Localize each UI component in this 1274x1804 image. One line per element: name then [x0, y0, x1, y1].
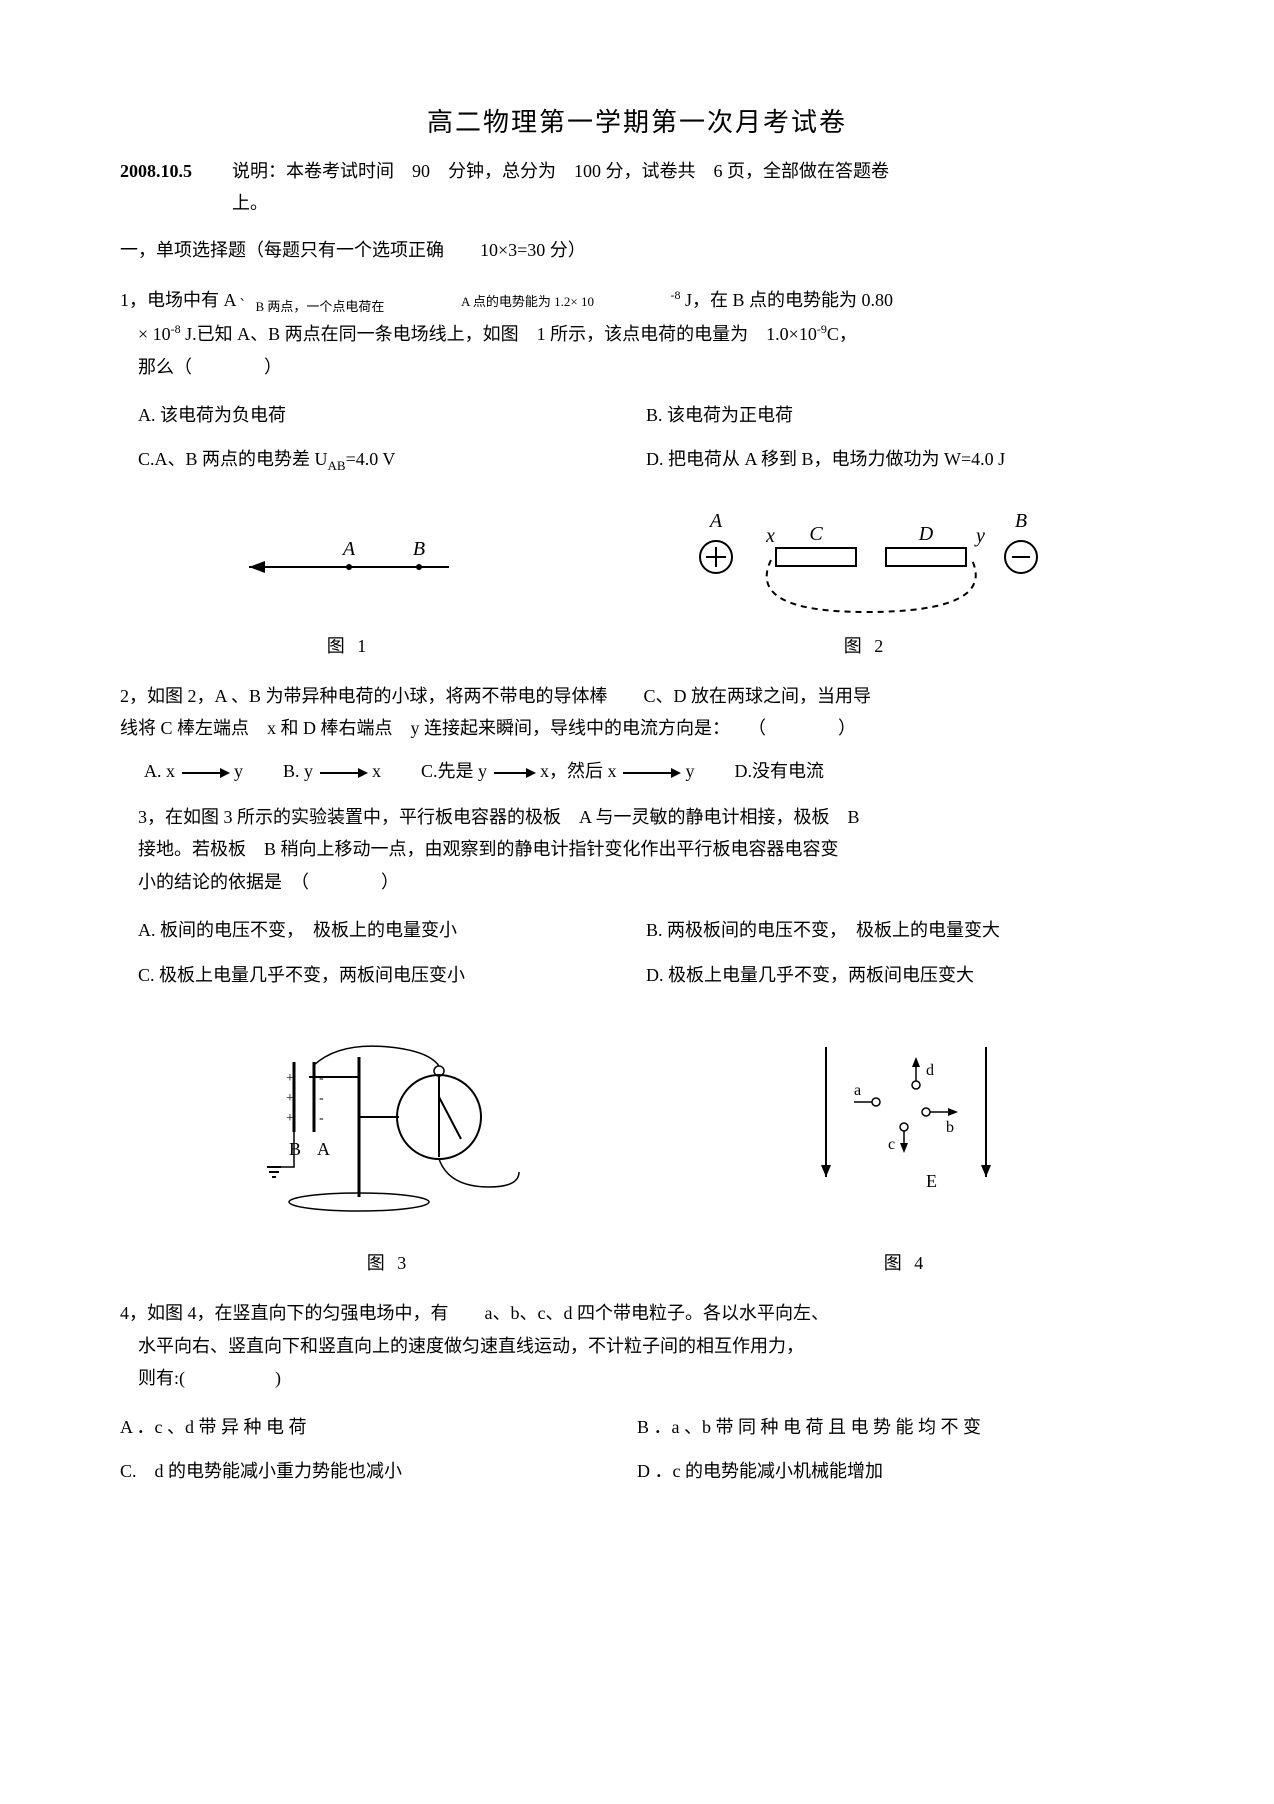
svg-text:-: -	[319, 1091, 324, 1106]
q4-options: A ．c 、d 带 异 种 电 荷 B ．a 、b 带 同 种 电 荷 且 电 …	[120, 1405, 1154, 1494]
fig4-a-label: a	[854, 1082, 861, 1099]
q2-c-mid: x，然后 x	[540, 761, 617, 781]
q2-line-2: 线将 C 棒左端点 x 和 D 棒右端点 y 连接起来瞬间，导线中的电流方向是：…	[120, 712, 1154, 744]
figure-row-1: A B A x C D y B	[120, 502, 1154, 622]
q3-opt-d: D. 极板上电量几乎不变，两板间电压变大	[646, 959, 1154, 991]
fig4-caption: 图 4	[776, 1247, 1036, 1279]
q4-opt-a: A ．c 、d 带 异 种 电 荷	[120, 1411, 637, 1443]
fig2-a-label: A	[707, 510, 722, 532]
q4-line-2: 水平向右、竖直向下和竖直向上的速度做匀速直线运动，不计粒子间的相互作用力，	[120, 1330, 1154, 1362]
q2-a-post: y	[234, 761, 243, 781]
q2-b-post: x	[372, 761, 381, 781]
q1-line-3: 那么（ ）	[120, 351, 1154, 383]
fig4-e-label: E	[926, 1171, 937, 1191]
q2-a-pre: A. x	[144, 761, 175, 781]
q4-opt-b: B ．a 、b 带 同 种 电 荷 且 电 势 能 均 不 变	[637, 1411, 1154, 1443]
q3-opt-b: B. 两极板间的电压不变， 极板上的电量变大	[646, 914, 1154, 946]
q1-opt-b: B. 该电荷为正电荷	[646, 399, 1154, 431]
exam-date: 2008.10.5	[120, 155, 192, 187]
fig4-c-label: c	[888, 1136, 895, 1153]
question-1: 1，电场中有 A 、 B 两点，一个点电荷在 A 点的电势能为 1.2× 10 …	[120, 284, 1154, 383]
question-2: 2，如图 2，A 、B 为带异种电荷的小球，将两不带电的导体棒 C、D 放在两球…	[120, 680, 1154, 745]
fig4-b-label: b	[946, 1119, 954, 1136]
q2-opt-d: D.没有电流	[735, 755, 825, 787]
q4-opt-c: C. d 的电势能减小重力势能也减小	[120, 1455, 637, 1487]
q1-l2-e: C，	[827, 324, 857, 344]
q1-l1-a: 1，电场中有 A	[120, 290, 236, 310]
page-title: 高二物理第一学期第一次月考试卷	[120, 100, 1154, 147]
svg-text:-: -	[319, 1111, 324, 1126]
figure-3: + + + - - - B A	[239, 1027, 539, 1217]
fig2-y-label: y	[974, 525, 985, 547]
q1-l1-c: A 点的电势能为 1.2× 10	[461, 294, 594, 309]
q1-c-tail: =4.0 V	[346, 449, 396, 469]
figure-2: A x C D y B	[676, 502, 1056, 622]
svg-text:-: -	[319, 1071, 324, 1086]
q2-c-pre: C.先是 y	[421, 761, 487, 781]
figure-label-row-2: 图 3 图 4	[120, 1247, 1154, 1279]
fig3-b-label: B	[289, 1139, 301, 1159]
q1-l2-d: -9	[817, 322, 827, 336]
fig1-b-label: B	[412, 538, 424, 560]
svg-text:+: +	[286, 1091, 294, 1106]
q3-line-1: 3，在如图 3 所示的实验装置中，平行板电容器的极板 A 与一灵敏的静电计相接，…	[138, 801, 1154, 833]
q3-opt-c: C. 极板上电量几乎不变，两板间电压变小	[138, 959, 646, 991]
fig2-x-label: x	[765, 525, 775, 547]
q3-opt-a: A. 板间的电压不变， 极板上的电量变小	[138, 914, 646, 946]
fig3-caption: 图 3	[239, 1247, 539, 1279]
q1-l1-d: -8	[670, 288, 680, 302]
q1-l2-a: × 10	[138, 324, 171, 344]
question-3: 3，在如图 3 所示的实验装置中，平行板电容器的极板 A 与一灵敏的静电计相接，…	[120, 801, 1154, 898]
q4-opt-d: D ．c 的电势能减小机械能增加	[637, 1455, 1154, 1487]
q2-b-pre: B. y	[283, 761, 313, 781]
figure-1: A B	[219, 527, 479, 597]
figure-row-2: + + + - - - B A a d	[120, 1027, 1154, 1217]
fig1-caption: 图 1	[219, 630, 479, 662]
q1-line-1: 1，电场中有 A 、 B 两点，一个点电荷在 A 点的电势能为 1.2× 10 …	[120, 284, 1154, 318]
fig2-b-label: B	[1014, 510, 1026, 532]
exam-meta: 2008.10.5 说明：本卷考试时间 90 分钟，总分为 100 分，试卷共 …	[120, 155, 1154, 220]
q1-l2-c: J.已知 A、B 两点在同一条电场线上，如图 1 所示，该点电荷的电量为 1.0…	[181, 324, 817, 344]
fig2-caption: 图 2	[676, 630, 1056, 662]
q1-l1-b: B 两点，一个点电荷在	[256, 299, 385, 314]
exam-desc: 说明：本卷考试时间 90 分钟，总分为 100 分，试卷共 6 页，全部做在答题…	[232, 155, 1154, 220]
fig4-d-label: d	[926, 1062, 934, 1079]
q1-opt-c: C.A、B 两点的电势差 UAB=4.0 V	[138, 443, 646, 477]
section-1-header: 一，单项选择题（每题只有一个选项正确 10×3=30 分）	[120, 234, 1154, 266]
q2-opt-a: A. x y	[144, 755, 243, 787]
q1-line-2: × 10-8 J.已知 A、B 两点在同一条电场线上，如图 1 所示，该点电荷的…	[120, 318, 1154, 350]
question-4: 4，如图 4，在竖直向下的匀强电场中，有 a、b、c、d 四个带电粒子。各以水平…	[120, 1297, 1154, 1394]
desc-line-1: 说明：本卷考试时间 90 分钟，总分为 100 分，试卷共 6 页，全部做在答题…	[232, 161, 889, 181]
q1-l1-e: J，在 B 点的电势能为 0.80	[685, 290, 893, 310]
fig3-a-label: A	[317, 1139, 330, 1159]
fig2-d-label: D	[917, 523, 933, 545]
q1-opt-a: A. 该电荷为负电荷	[138, 399, 646, 431]
svg-text:+: +	[286, 1071, 294, 1086]
q1-c-sub: AB	[328, 458, 346, 473]
q2-line-1: 2，如图 2，A 、B 为带异种电荷的小球，将两不带电的导体棒 C、D 放在两球…	[120, 680, 1154, 712]
q1-opt-d: D. 把电荷从 A 移到 B，电场力做功为 W=4.0 J	[646, 443, 1154, 477]
q4-line-1: 4，如图 4，在竖直向下的匀强电场中，有 a、b、c、d 四个带电粒子。各以水平…	[120, 1297, 1154, 1329]
desc-line-2: 上。	[232, 193, 268, 213]
q2-opt-b: B. y x	[283, 755, 381, 787]
fig2-c-label: C	[809, 523, 823, 545]
figure-4: a d b c E	[776, 1027, 1036, 1217]
figure-label-row-1: 图 1 图 2	[120, 630, 1154, 662]
q2-options: A. x y B. y x C.先是 y x，然后 x y D.没有电流	[144, 755, 1154, 787]
q3-line-2: 接地。若极板 B 稍向上移动一点，由观察到的静电计指针变化作出平行板电容器电容变	[138, 833, 1154, 865]
q2-opt-c: C.先是 y x，然后 x y	[421, 755, 695, 787]
q1-l2-b: -8	[171, 322, 181, 336]
q3-options: A. 板间的电压不变， 极板上的电量变小 B. 两极板间的电压不变， 极板上的电…	[138, 908, 1154, 997]
q1-c-pre: C.A、B 两点的电势差 U	[138, 449, 328, 469]
fig1-a-label: A	[340, 538, 355, 560]
q2-c-post: y	[686, 761, 695, 781]
q1-options: A. 该电荷为负电荷 B. 该电荷为正电荷 C.A、B 两点的电势差 UAB=4…	[138, 393, 1154, 484]
q4-line-3: 则有:( )	[120, 1362, 1154, 1394]
svg-text:+: +	[286, 1111, 294, 1126]
q3-line-3: 小的结论的依据是 （ ）	[138, 866, 1154, 898]
